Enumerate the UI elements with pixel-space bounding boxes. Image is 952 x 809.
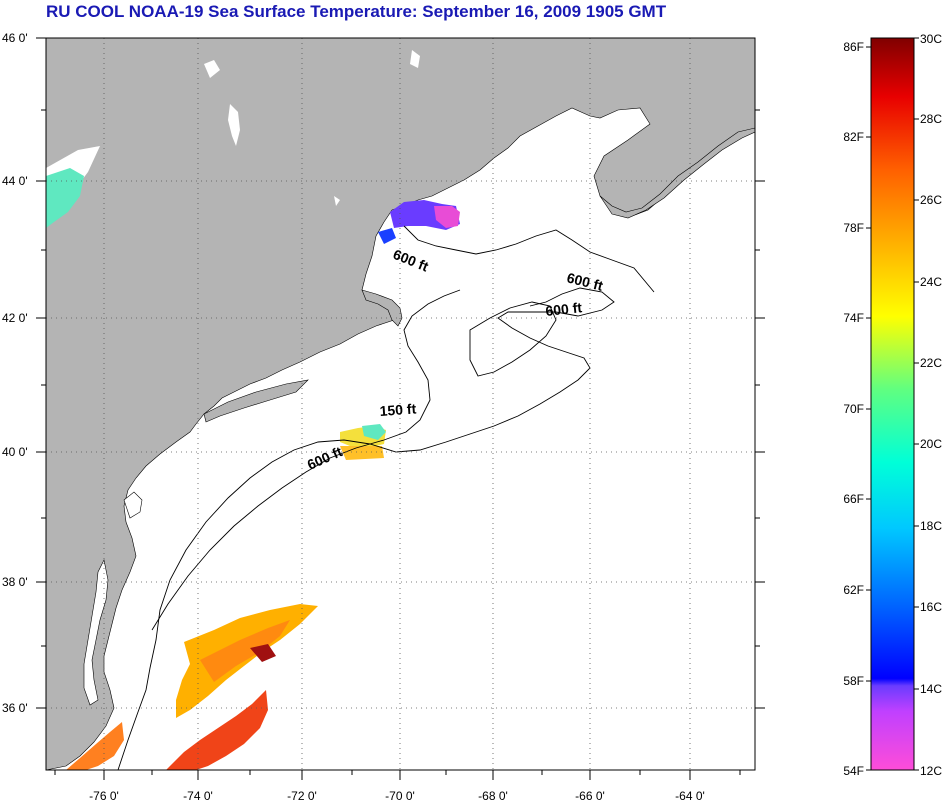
land-long-island <box>203 379 309 423</box>
colorbar-c-label: 12C <box>920 764 942 778</box>
lat-label: 38 0' <box>2 575 28 589</box>
sst-patch-gulf-of-maine-blue <box>378 228 396 244</box>
colorbar-c-label: 28C <box>920 112 942 126</box>
contour-labels: 600 ft 600 ft 600 ft 150 ft 600 ft <box>305 246 605 473</box>
lat-label: 42 0' <box>2 311 28 325</box>
contour-label-georges: 600 ft <box>545 299 583 319</box>
delaware-bay <box>123 491 143 519</box>
contour-georges-bank <box>469 301 557 377</box>
tick-marks <box>36 37 765 780</box>
lon-label: -76 0' <box>89 789 119 803</box>
lon-label: -68 0' <box>478 789 508 803</box>
sst-patch-nantucket-green <box>362 424 386 440</box>
contour-600ft-gulf-of-maine <box>403 225 655 293</box>
colorbar-f-label: 58F <box>843 674 864 688</box>
colorbar-gradient <box>870 37 915 771</box>
lat-label: 44 0' <box>2 174 28 188</box>
lon-label: -64 0' <box>675 789 705 803</box>
lake-champlain <box>228 104 240 146</box>
lake-small-2 <box>334 196 340 206</box>
colorbar-f-label: 66F <box>843 492 864 506</box>
lon-label: -66 0' <box>575 789 605 803</box>
colorbar-f-label: 62F <box>843 583 864 597</box>
colorbar-c-label: 18C <box>920 519 942 533</box>
contour-600ft-shelf-edge <box>117 287 615 770</box>
colorbar-f-label: 70F <box>843 402 864 416</box>
lat-label: 46 0' <box>2 31 28 45</box>
lat-label: 36 0' <box>2 701 28 715</box>
bathymetry-contours <box>117 225 655 770</box>
lake-small-1 <box>204 60 220 78</box>
sst-patch-nantucket-south <box>340 446 384 460</box>
colorbar-c-label: 20C <box>920 437 942 451</box>
colorbar-c-label: 30C <box>920 32 942 46</box>
grid-lines <box>46 38 755 770</box>
contour-label-150: 150 ft <box>379 400 417 419</box>
colorbar-f-label: 54F <box>843 764 864 778</box>
colorbar-c-label: 16C <box>920 600 942 614</box>
lake-moosehead <box>410 50 420 68</box>
colorbar-f-label: 82F <box>843 130 864 144</box>
sst-patch-coast-south <box>66 722 124 770</box>
sst-patch-gulf-stream-red <box>250 644 276 662</box>
page-title: RU COOL NOAA-19 Sea Surface Temperature:… <box>46 2 667 21</box>
sst-patch-gulf-stream-south <box>166 690 268 770</box>
land-nova-scotia <box>599 38 755 219</box>
lat-label: 40 0' <box>2 445 28 459</box>
lon-label: -70 0' <box>385 789 415 803</box>
colorbar-f-label: 86F <box>843 40 864 54</box>
lon-label: -72 0' <box>287 789 317 803</box>
colorbar-f-label: 78F <box>843 221 864 235</box>
colorbar-f-label: 74F <box>843 311 864 325</box>
colorbar-c-label: 24C <box>920 275 942 289</box>
colorbar-c-label: 14C <box>920 682 942 696</box>
chesapeake-bay <box>83 559 109 706</box>
land-cape-cod <box>361 289 403 327</box>
colorbar: 86F 82F 78F 74F 70F 66F 62F 58F 54F 30C … <box>843 32 942 778</box>
sst-patch-gulf-of-maine-pink <box>434 206 460 228</box>
colorbar-c-label: 26C <box>920 193 942 207</box>
sst-patch-gulf-stream-orange <box>200 620 290 682</box>
sst-patches <box>46 168 460 770</box>
sst-patch-lake-ontario <box>46 168 84 228</box>
contour-150ft-shelf <box>151 289 461 631</box>
longitude-labels: -76 0' -74 0' -72 0' -70 0' -68 0' -66 0… <box>89 789 705 803</box>
sst-patch-gulf-stream-north <box>176 604 318 718</box>
latitude-labels: 46 0' 44 0' 42 0' 40 0' 38 0' 36 0' <box>2 31 28 715</box>
colorbar-c-label: 22C <box>920 356 942 370</box>
lon-label: -74 0' <box>183 789 213 803</box>
